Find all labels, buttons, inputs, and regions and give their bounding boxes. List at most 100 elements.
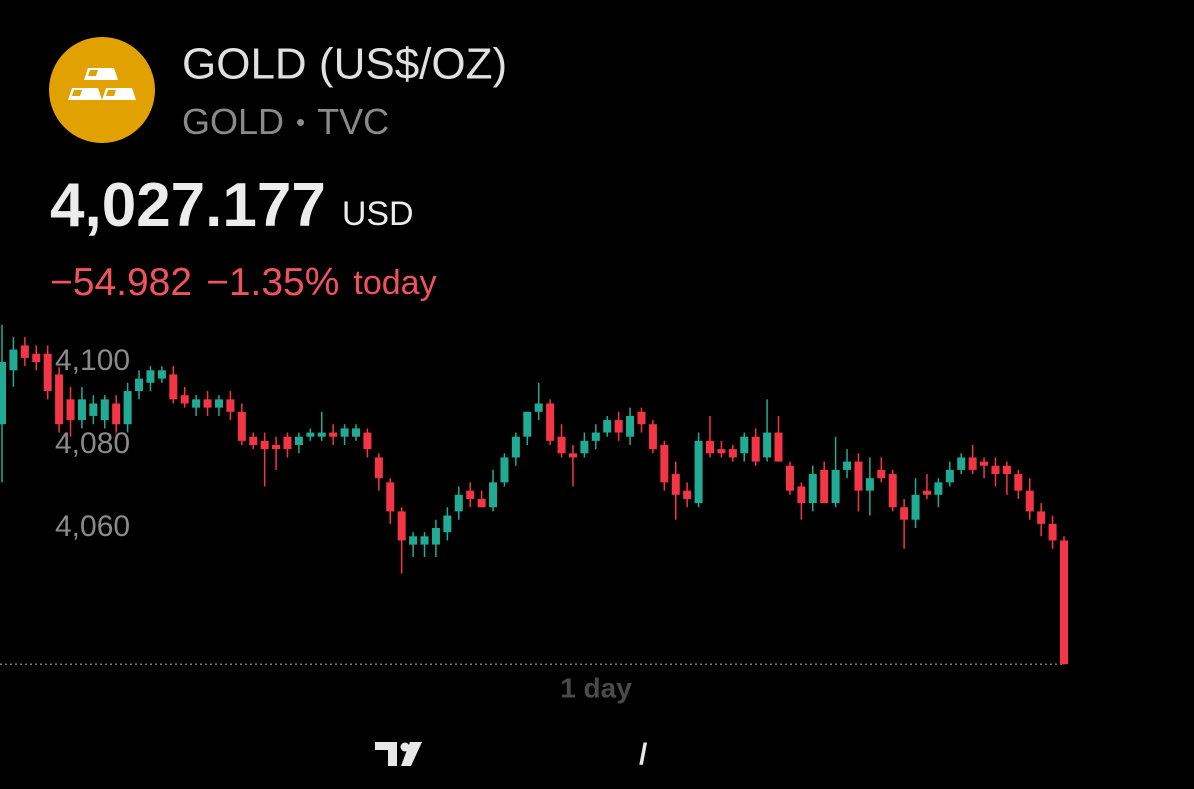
watermark: / [375,738,648,771]
candle-body [660,445,669,483]
candle-body [820,469,829,504]
candle-body [283,436,292,450]
candle-body [352,428,360,437]
candle-body [831,469,840,504]
candle-body [237,411,246,441]
currency: USD [342,195,414,233]
candle-body [226,399,235,412]
candle-body [706,440,714,454]
candle-body [683,490,692,499]
candle-body [557,436,566,454]
candle-body [32,353,41,362]
candle-body [214,399,223,408]
candle-body [922,490,931,495]
candle-body [386,482,395,512]
candle-body [123,391,132,425]
candle-body [1014,474,1023,491]
candle-body [1025,490,1034,512]
candle-body [0,362,6,425]
candle-body [740,436,749,454]
candle-body [9,349,18,371]
change: −54.982 [50,261,192,304]
candle-body [306,432,315,437]
candle-body [135,378,144,392]
candle-body [489,482,498,508]
candle-body [523,411,532,437]
candle-body [340,428,349,437]
candle-body [260,440,269,450]
candle-body [192,399,201,408]
candle-body [546,403,555,441]
title: GOLD (US$/OZ) [182,40,507,89]
candle-body [854,461,863,491]
candle-body [477,498,486,508]
candle-body [397,511,406,541]
candle-body [77,399,86,421]
candle-body [991,465,1000,475]
candle-body [454,494,463,512]
candle-body [1002,465,1011,475]
candle-body [911,494,920,520]
candle-body [431,528,440,545]
symbol: GOLD [182,101,284,142]
plot: 4,100 4,080 4,060 [0,324,1068,665]
change-percent: −1.35% [206,261,339,304]
candle-body [329,432,338,437]
change-line: −54.982 −1.35% today [50,261,437,304]
candle-body [203,399,212,408]
candle-body [409,536,418,545]
candle-body [294,436,303,445]
candle-body [180,395,189,404]
price: 4,027.177 [50,171,326,240]
candle-body [169,374,178,400]
candle-body [500,457,509,483]
candle-body [272,445,281,450]
candle-body [466,490,475,499]
separator: • [296,107,305,137]
x-axis-label: 1 day [560,672,632,703]
gold-icon [49,37,155,143]
candle-body [100,399,109,421]
candle-body [55,374,64,425]
candle-body [980,461,989,466]
candle-body [420,536,429,545]
candle-body [603,420,612,433]
candle-body [865,478,874,491]
candle-body [763,432,772,458]
candle-body [249,436,258,445]
candle-body [614,420,623,433]
candle-body [443,515,452,533]
candle-body [785,465,794,491]
y-tick-label: 4,080 [55,427,130,460]
candle-body [774,432,783,462]
candle-body [808,474,817,504]
candle-body [751,436,760,462]
candle-body [671,474,680,495]
candle-body [580,440,589,454]
candle-body [877,469,886,479]
slash: / [639,738,648,771]
candle-body [534,403,543,412]
y-tick-label: 4,100 [55,344,130,377]
candle-body [591,432,600,441]
candle-body [112,403,121,425]
candle-body [374,457,383,479]
candle-body [66,399,75,421]
candle-body [694,440,703,504]
candle-body [1048,523,1057,541]
candle-body [363,432,372,450]
candle-body [797,486,806,504]
candle-body [43,353,52,392]
candle-body [511,436,520,458]
exchange: TVC [317,101,389,142]
candle-body [568,453,577,458]
candle-body [637,411,646,425]
candle-body [900,507,909,520]
price-line: 4,027.177 USD [50,171,414,240]
candle-body [717,449,726,454]
candle-body [728,449,737,458]
candle-body [89,403,98,416]
candle-body [968,457,977,470]
candle-body [1037,511,1046,524]
